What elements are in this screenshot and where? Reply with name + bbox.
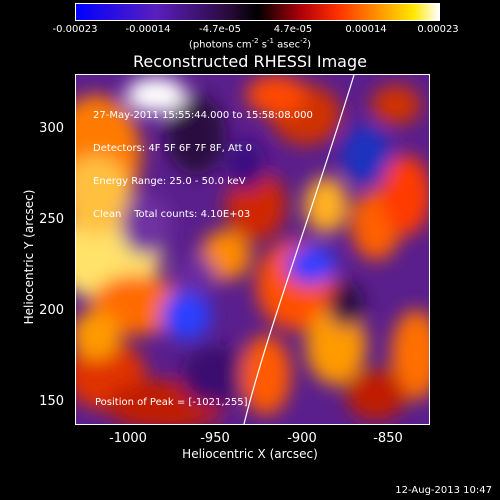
y-tick: 250	[39, 212, 64, 227]
colorbar-tick: 0.00014	[345, 24, 387, 35]
info-energy-range: Energy Range: 25.0 - 50.0 keV	[93, 176, 246, 187]
emission-blob	[76, 155, 131, 235]
colorbar-tick: -4.7e-05	[199, 24, 241, 35]
emission-blob	[371, 85, 421, 125]
x-tick: -850	[373, 431, 403, 446]
solar-limb	[243, 75, 355, 424]
emission-blob	[286, 245, 336, 285]
emission-blob	[166, 95, 226, 175]
emission-blob	[391, 310, 429, 400]
x-tick: -950	[200, 431, 230, 446]
emission-blob	[381, 155, 429, 235]
rhessi-image: 27-May-2011 15:55:44.000 to 15:58:08.000…	[75, 74, 430, 425]
y-axis-label: Heliocentric Y (arcsec)	[22, 189, 36, 325]
plot-title: Reconstructed RHESSI Image	[133, 52, 367, 71]
x-tick: -1000	[109, 431, 147, 446]
colorbar-tick: 0.00023	[417, 24, 459, 35]
emission-blob	[126, 77, 186, 113]
observation-info: 27-May-2011 15:55:44.000 to 15:58:08.000…	[93, 88, 313, 242]
emission-blob	[226, 140, 266, 190]
image-canvas	[76, 75, 429, 424]
datestamp: 12-Aug-2013 10:47	[395, 485, 492, 496]
emission-blob	[181, 345, 251, 405]
emission-blob	[121, 195, 171, 255]
colorbar-tick: -0.00023	[52, 24, 98, 35]
emission-blob	[76, 310, 121, 360]
y-tick: 150	[39, 394, 64, 409]
colorbar	[75, 3, 440, 21]
x-axis-label: Heliocentric X (arcsec)	[182, 447, 318, 461]
info-detectors: Detectors: 4F 5F 6F 7F 8F, Att 0	[93, 143, 253, 154]
y-tick: 200	[39, 303, 64, 318]
colorbar-tick: -0.00014	[125, 24, 171, 35]
emission-blob	[161, 290, 211, 340]
emission-blob	[246, 75, 306, 115]
info-clean-counts: Clean Total counts: 4.10E+03	[93, 209, 251, 220]
colorbar-units: (photons cm-2 s-1 asec-2)	[188, 37, 312, 51]
emission-blob	[346, 370, 406, 420]
emission-blob	[241, 335, 291, 415]
emission-blob	[328, 283, 364, 327]
y-tick: 300	[39, 121, 64, 136]
peak-position-label: Position of Peak = [-1021,255]	[95, 397, 248, 408]
emission-blob	[176, 255, 216, 295]
colorbar-tick: 4.7e-05	[273, 24, 313, 35]
emission-blob	[341, 125, 391, 185]
x-tick: -900	[287, 431, 317, 446]
info-time-range: 27-May-2011 15:55:44.000 to 15:58:08.000	[93, 110, 313, 121]
emission-blob	[304, 177, 348, 233]
